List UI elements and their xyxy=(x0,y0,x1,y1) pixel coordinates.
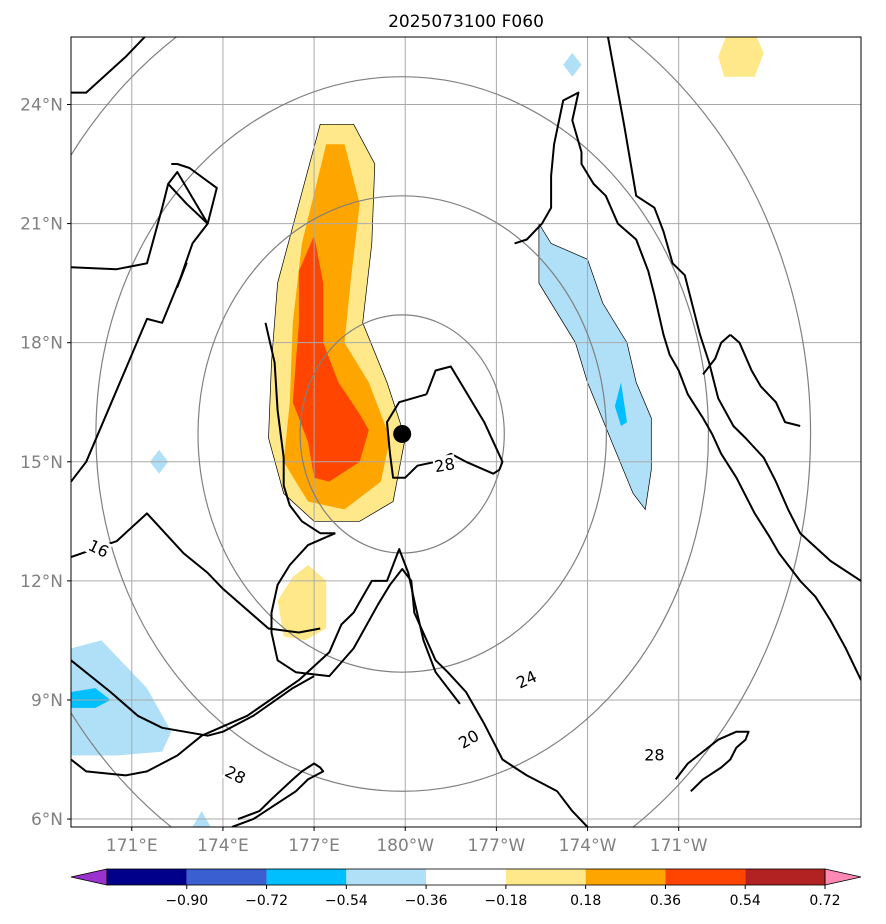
contour-label-bg xyxy=(432,453,457,476)
contour-label-bg xyxy=(84,535,113,562)
colorbar-segment xyxy=(346,869,427,885)
contour-line-11 xyxy=(606,37,861,582)
contour-line-6 xyxy=(231,762,325,827)
colorbar-tick-label: 0.36 xyxy=(650,893,681,909)
lon-tick-label: 177°E xyxy=(288,836,340,856)
chart-title: 2025073100 F060 xyxy=(388,12,544,32)
lat-tick-label: 24°N xyxy=(20,95,63,115)
colorbar-tick-label: 0.72 xyxy=(809,893,840,909)
lat-tick-label: 18°N xyxy=(20,334,63,354)
contour-label-group: 28 xyxy=(643,745,666,765)
shaded-region-10 xyxy=(563,52,582,77)
lon-tick-label: 174°E xyxy=(197,836,249,856)
colorbar-tick-label: −0.36 xyxy=(405,893,448,909)
lon-tick-label: 180°W xyxy=(376,836,434,856)
colorbar-segment xyxy=(585,869,666,885)
colorbar-tick-label: 0.18 xyxy=(570,893,601,909)
contour-label-bg xyxy=(643,745,666,764)
contour-label-bg xyxy=(221,761,250,788)
colorbar-tick-label: −0.90 xyxy=(165,893,208,909)
colorbar-segment xyxy=(266,869,347,885)
contour-line-13 xyxy=(702,333,731,376)
shaded-region-6 xyxy=(614,382,627,426)
colorbar-extend-low xyxy=(70,868,108,886)
lon-tick-label: 174°W xyxy=(559,836,617,856)
contour-layer xyxy=(71,37,861,827)
contour-label: 28 xyxy=(433,454,456,476)
range-ring-layer xyxy=(71,37,812,827)
lat-tick-label: 6°N xyxy=(31,810,63,830)
contour-line-8 xyxy=(386,365,504,479)
contour-line-2 xyxy=(167,183,209,225)
contour-label-bg xyxy=(512,666,541,692)
contour-line-12 xyxy=(729,333,801,427)
contour-label-group: 28 xyxy=(432,453,457,476)
graticule-layer xyxy=(71,37,861,827)
lon-tick-label: 171°E xyxy=(106,836,158,856)
range-ring xyxy=(95,76,710,792)
colorbar-segment xyxy=(665,869,746,885)
range-ring xyxy=(71,37,812,827)
shaded-region-outline xyxy=(268,123,406,522)
lat-tick-label: 21°N xyxy=(20,215,63,235)
colorbar-extend-high xyxy=(824,868,862,886)
contour-line-15 xyxy=(264,322,336,535)
colorbar-frame xyxy=(106,868,826,886)
storm-center-marker xyxy=(393,424,412,443)
contour-line-1 xyxy=(71,171,209,271)
lat-tick-label: 12°N xyxy=(20,572,63,592)
colorbar-segment xyxy=(426,869,506,885)
contour-line-14 xyxy=(674,730,750,793)
contour-label-bg xyxy=(454,725,483,753)
lon-tick-label: 177°W xyxy=(468,836,526,856)
map-background xyxy=(71,37,861,827)
latitude-tick-labels: 24°N 21°N 18°N 15°N 12°N 9°N 6°N xyxy=(20,95,71,830)
colorbar-tick-label: −0.72 xyxy=(245,893,288,909)
range-ring xyxy=(299,314,505,554)
range-ring xyxy=(197,195,607,673)
colorbar-tick-label: −0.54 xyxy=(325,893,368,909)
colorbar-segment xyxy=(505,869,586,885)
colorbar: −0.90 −0.72 −0.54 −0.36 −0.18 0.18 0.36 0.54 0.7… xyxy=(70,868,862,909)
center-marker-layer xyxy=(393,424,412,443)
shaded-region-7 xyxy=(71,640,172,756)
colorbar-segment xyxy=(186,869,267,885)
shaded-region-outline-neg xyxy=(538,222,652,511)
longitude-tick-labels: 171°E 174°E 177°E 180°W 177°W 174°W 171°W xyxy=(106,827,708,856)
contour-line-9 xyxy=(270,532,589,827)
shaded-region-5 xyxy=(538,223,652,510)
lat-tick-label: 9°N xyxy=(31,691,63,711)
contour-line-3 xyxy=(71,163,218,483)
shaded-region-8 xyxy=(71,688,111,708)
lon-tick-label: 171°W xyxy=(650,836,708,856)
contour-label: 28 xyxy=(644,746,664,765)
shaded-region-2 xyxy=(292,235,369,482)
colorbar-tick-label: −0.18 xyxy=(484,893,527,909)
shaded-region-4 xyxy=(718,37,764,77)
colorbar-tick-label: 0.54 xyxy=(730,893,761,909)
contour-line-0 xyxy=(71,37,147,94)
colorbar-segment xyxy=(745,869,825,885)
map-frame xyxy=(70,36,862,828)
colorbar-segment xyxy=(107,869,187,885)
contour-line-4 xyxy=(71,512,321,634)
contour-line-5 xyxy=(71,659,315,737)
contour-line-10 xyxy=(514,91,861,681)
lat-tick-label: 15°N xyxy=(20,453,63,473)
